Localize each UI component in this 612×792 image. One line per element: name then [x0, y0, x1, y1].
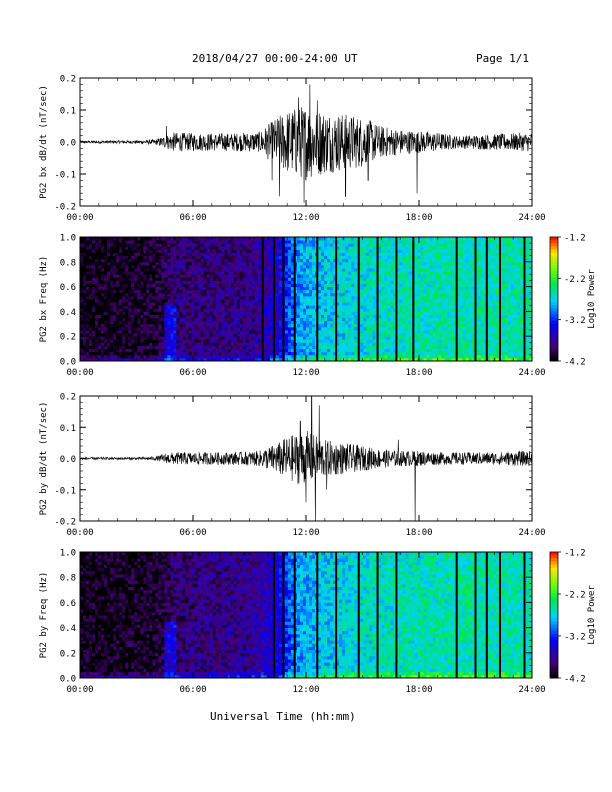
x-tick-label: 06:00 [179, 528, 206, 538]
x-tick-label: 24:00 [518, 368, 545, 378]
x-tick-label: 12:00 [292, 685, 319, 695]
colorbar-label: Log10 Power [587, 269, 597, 329]
y-tick-label: -0.2 [54, 203, 76, 213]
trace-by [79, 395, 533, 522]
x-tick-label: 06:00 [179, 213, 206, 223]
y-tick-label: 1.0 [60, 234, 76, 244]
x-tick-label: 24:00 [518, 685, 545, 695]
x-tick-label: 18:00 [405, 685, 432, 695]
x-axis-title: Universal Time (hh:mm) [210, 710, 356, 723]
y-tick-label: 0.1 [60, 107, 76, 117]
y-tick-label: 0.6 [60, 599, 76, 609]
panel-3: -0.2 -0.1 0.0 0.1 0.2 00:00 06:00 12:00 18:00 24:… [39, 393, 546, 539]
colorbar-tick-label: -2.2 [564, 591, 586, 601]
y-tick-label: 0.1 [60, 424, 76, 434]
colorbar-tick-label: -4.2 [564, 358, 586, 368]
y-axis-label: PG2 by Freq (Hz) [39, 572, 49, 659]
y-tick-label: 0.2 [60, 75, 76, 85]
spectrogram-by [80, 552, 533, 679]
trace-bx [79, 84, 533, 203]
colorbar-tick-label: -1.2 [564, 549, 586, 559]
y-tick-label: 0.8 [60, 574, 76, 584]
x-tick-label: 00:00 [66, 528, 93, 538]
y-tick-label: 0.8 [60, 258, 76, 268]
x-tick-label: 00:00 [66, 368, 93, 378]
panel-4: -1.2 -2.2 -3.2 -4.2 Log10 Power 0.0 0.2 0.4 0.6 0… [39, 549, 597, 696]
x-tick-label: 00:00 [66, 213, 93, 223]
y-tick-label: -0.1 [54, 171, 76, 181]
colorbar-tick-label: -4.2 [564, 675, 586, 685]
colorbar-tick-label: -3.2 [564, 633, 586, 643]
x-tick-label: 18:00 [405, 213, 432, 223]
x-tick-label: 18:00 [405, 368, 432, 378]
y-tick-label: 0.4 [60, 308, 76, 318]
y-tick-label: -0.1 [54, 486, 76, 496]
x-tick-label: 12:00 [292, 528, 319, 538]
x-tick-label: 12:00 [292, 368, 319, 378]
x-tick-label: 24:00 [518, 213, 545, 223]
y-tick-label: 0.6 [60, 283, 76, 293]
x-tick-label: 06:00 [179, 685, 206, 695]
x-tick-label: 06:00 [179, 368, 206, 378]
spectrogram-bx [80, 237, 533, 362]
page-indicator: Page 1/1 [476, 52, 529, 65]
colorbar-tick-label: -2.2 [564, 275, 586, 285]
colorbar-tick-label: -1.2 [564, 234, 586, 244]
y-tick-label: 0.2 [60, 333, 76, 343]
y-axis-label: PG2 bx Freq (Hz) [39, 256, 49, 343]
colorbar-bx: -1.2 -2.2 -3.2 -4.2 Log10 Power [549, 234, 597, 368]
y-tick-label: 0.4 [60, 624, 76, 634]
y-tick-label: 0.0 [60, 675, 76, 685]
x-tick-label: 00:00 [66, 685, 93, 695]
y-tick-label: 1.0 [60, 549, 76, 559]
panel-2: -1.2 -2.2 -3.2 -4.2 Log10 Power 0.0 0.2 0.4 0.6 0… [39, 234, 597, 379]
y-tick-label: 0.0 [60, 358, 76, 368]
colorbar-by: -1.2 -2.2 -3.2 -4.2 Log10 Power [549, 549, 597, 685]
colorbar-tick-label: -3.2 [564, 316, 586, 326]
y-tick-label: 0.0 [60, 139, 76, 149]
page-title: 2018/04/27 00:00-24:00 UT [192, 52, 358, 65]
x-tick-label: 18:00 [405, 528, 432, 538]
colorbar-label: Log10 Power [587, 585, 597, 645]
waveform-line [79, 84, 533, 203]
y-tick-label: 0.2 [60, 649, 76, 659]
colorbar-frame [549, 236, 559, 362]
waveform-line [79, 395, 533, 522]
panel-1: -0.2 -0.1 0.0 0.1 0.2 00:00 06:00 12:00 18:00 24:… [39, 75, 546, 224]
x-tick-label: 12:00 [292, 213, 319, 223]
x-tick-label: 24:00 [518, 528, 545, 538]
y-axis-label: PG2 by dB/dt (nT/sec) [39, 402, 49, 516]
y-tick-label: 0.2 [60, 393, 76, 403]
colorbar-frame [549, 551, 559, 679]
y-tick-label: -0.2 [54, 518, 76, 528]
y-axis-label: PG2 bx dB/dt (nT/sec) [39, 85, 49, 199]
y-tick-label: 0.0 [60, 455, 76, 465]
